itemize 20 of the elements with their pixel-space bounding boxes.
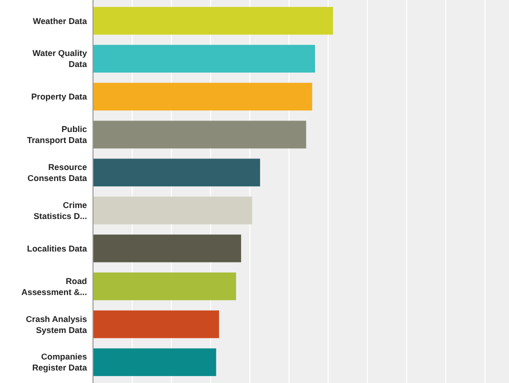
y-tick-label: Crime Statistics D... — [34, 200, 88, 221]
bar — [93, 6, 334, 35]
bar — [93, 82, 312, 111]
y-tick-label: Property Data — [31, 92, 88, 102]
bar — [93, 196, 252, 224]
bar — [93, 310, 220, 338]
y-tick-label: Companies Register Data — [32, 352, 88, 373]
bar — [93, 272, 236, 300]
bar — [93, 44, 316, 73]
y-tick-label: Road Assessment &... — [21, 276, 87, 297]
bar — [93, 234, 242, 262]
bar — [93, 120, 306, 148]
y-tick-label: Crash Analysis System Data — [26, 314, 88, 335]
y-tick-label: Localities Data — [27, 243, 88, 254]
y-tick-label: Weather Data — [32, 16, 88, 26]
y-tick-label: Public Transport Data — [27, 124, 88, 146]
y-tick-label: Water Quality Data — [32, 48, 88, 70]
bar — [93, 348, 216, 376]
bar — [93, 158, 260, 186]
y-tick-label: Resource Consents Data — [27, 162, 88, 184]
